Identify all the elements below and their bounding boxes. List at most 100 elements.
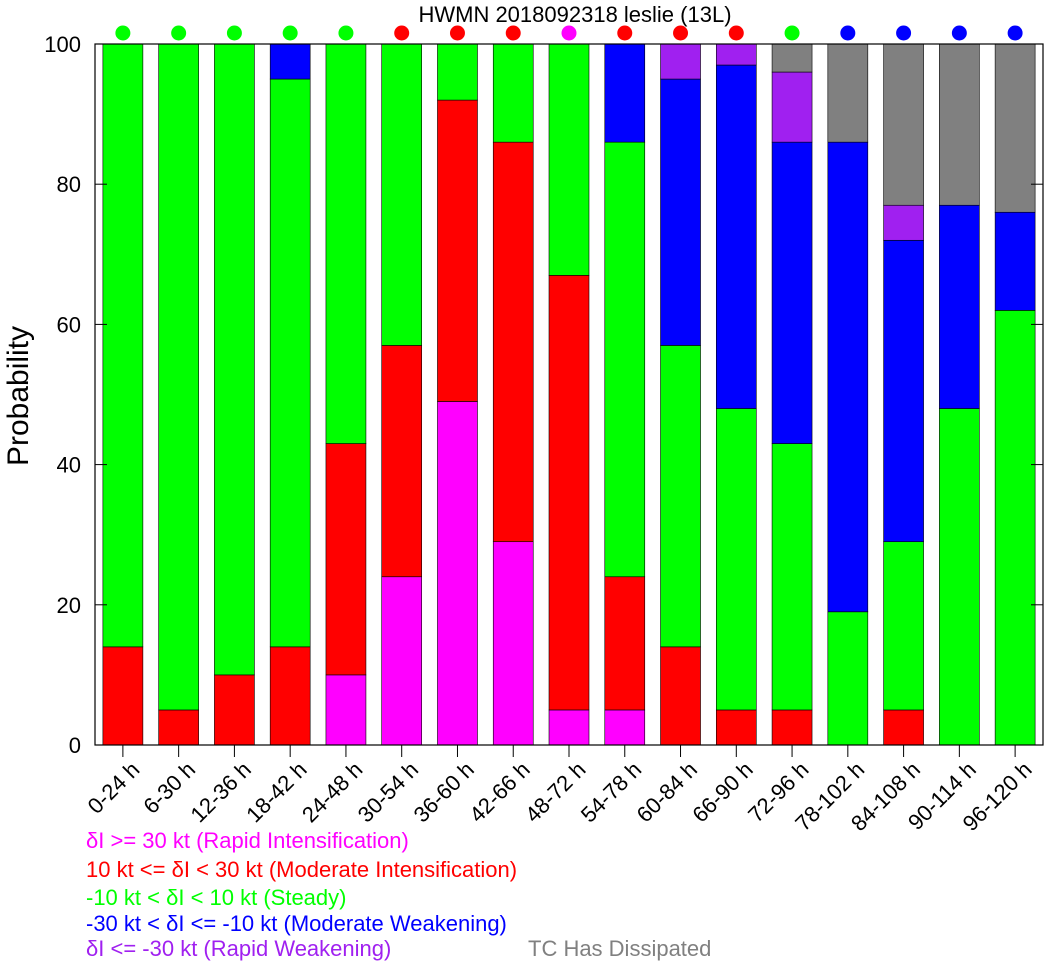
bar-segment-st-10 — [660, 345, 701, 648]
bar-segment-td-12 — [771, 43, 813, 73]
category-dot-0 — [115, 25, 131, 41]
x-axis-ticks: 0-24 h6-30 h12-36 h18-42 h24-48 h30-54 h… — [83, 745, 1037, 836]
bar-segment-mi-4 — [325, 443, 367, 676]
category-dot-15 — [951, 25, 967, 41]
category-dot-4 — [338, 25, 354, 41]
bar-segment-st-15 — [939, 408, 980, 746]
y-tick-label-0: 0 — [69, 733, 81, 758]
x-tick-label-2: 12-36 h — [186, 757, 256, 827]
bar-segment-mw-11 — [715, 64, 757, 409]
bar-segment-ri-9 — [604, 709, 646, 746]
bar-segment-st-4 — [325, 43, 367, 444]
x-tick-label-5: 30-54 h — [353, 757, 423, 827]
category-dot-9 — [617, 25, 633, 41]
x-tick-label-11: 66-90 h — [687, 757, 757, 827]
bar-segment-st-11 — [715, 408, 757, 711]
category-dot-14 — [896, 25, 912, 41]
x-tick-label-4: 24-48 h — [297, 757, 367, 827]
bar-segment-mi-14 — [883, 709, 924, 746]
bar-segment-mi-9 — [604, 576, 646, 711]
bar-segment-mw-12 — [771, 141, 813, 444]
y-tick-label-20: 20 — [57, 593, 81, 618]
legend-item-steady: -10 kt < δI < 10 kt (Steady) — [86, 885, 347, 910]
x-tick-label-8: 48-72 h — [520, 757, 590, 827]
bar-segment-mi-1 — [158, 709, 199, 746]
category-dot-5 — [394, 25, 410, 41]
bar-segment-ri-6 — [437, 401, 478, 746]
category-dot-8 — [561, 25, 577, 41]
bar-segment-mi-7 — [492, 141, 534, 543]
bar-segment-td-16 — [994, 43, 1036, 213]
bar-segment-ri-4 — [325, 674, 367, 746]
bar-segment-mi-5 — [381, 345, 423, 578]
bar-segment-st-0 — [102, 43, 144, 648]
bar-segment-mw-9 — [604, 43, 646, 143]
bar-segment-mi-10 — [660, 646, 701, 746]
bar-segment-mi-3 — [269, 646, 311, 746]
bar-segment-ri-5 — [381, 576, 423, 746]
bar-segment-mi-12 — [771, 709, 813, 746]
category-dot-3 — [282, 25, 298, 41]
bar-segment-st-5 — [381, 43, 423, 346]
category-dot-12 — [784, 25, 800, 41]
category-dots — [115, 25, 1023, 41]
y-axis-label: Probability — [2, 326, 35, 466]
legend-item-rapid-weakening: δI <= -30 kt (Rapid Weakening) — [86, 936, 392, 961]
bars-layer — [102, 43, 1036, 746]
bar-segment-st-1 — [158, 43, 199, 711]
bar-segment-td-13 — [827, 43, 869, 143]
category-dot-1 — [171, 25, 187, 41]
bar-segment-rw-11 — [715, 43, 757, 66]
bar-segment-mi-0 — [102, 646, 144, 746]
x-tick-label-9: 54-78 h — [576, 757, 646, 827]
bar-segment-mw-14 — [883, 239, 924, 543]
bar-segment-st-6 — [437, 43, 478, 101]
x-tick-label-6: 36-60 h — [409, 757, 479, 827]
category-dot-2 — [226, 25, 242, 41]
bar-segment-mw-3 — [269, 43, 311, 80]
category-dot-16 — [1007, 25, 1023, 41]
bar-segment-mw-16 — [994, 211, 1036, 311]
bar-segment-st-16 — [994, 310, 1036, 746]
bar-segment-td-15 — [939, 43, 980, 206]
legend-item-dissipated: TC Has Dissipated — [528, 936, 712, 961]
category-dot-10 — [673, 25, 689, 41]
bar-segment-ri-8 — [548, 709, 590, 746]
x-tick-label-0: 0-24 h — [83, 757, 145, 819]
bar-segment-td-14 — [883, 43, 924, 206]
bar-segment-st-14 — [883, 541, 924, 711]
chart-title: HWMN 2018092318 leslie (13L) — [418, 2, 731, 27]
bar-segment-st-2 — [214, 43, 255, 676]
category-dot-11 — [728, 25, 744, 41]
bar-segment-st-8 — [548, 43, 590, 276]
legend-item-moderate-weakening: -30 kt < δI <= -10 kt (Moderate Weakenin… — [86, 911, 507, 936]
y-tick-label-100: 100 — [44, 32, 81, 57]
y-tick-label-80: 80 — [57, 172, 81, 197]
bar-segment-st-7 — [492, 43, 534, 143]
bar-segment-st-3 — [269, 78, 311, 648]
bar-segment-rw-10 — [660, 43, 701, 80]
category-dot-13 — [840, 25, 856, 41]
x-tick-label-10: 60-84 h — [632, 757, 702, 827]
y-axis-ticks: 0 20 40 60 80 100 — [44, 32, 1043, 758]
bar-segment-st-13 — [827, 611, 869, 746]
y-tick-label-60: 60 — [57, 312, 81, 337]
category-dot-7 — [505, 25, 521, 41]
bar-segment-mi-11 — [715, 709, 757, 746]
bar-segment-rw-14 — [883, 204, 924, 241]
bar-segment-mi-8 — [548, 275, 590, 711]
bar-segment-mi-2 — [214, 674, 255, 746]
bar-segment-rw-12 — [771, 71, 813, 143]
bar-segment-ri-7 — [492, 541, 534, 746]
legend-item-moderate-intensification: 10 kt <= δI < 30 kt (Moderate Intensific… — [86, 857, 518, 882]
y-tick-label-40: 40 — [57, 453, 81, 478]
legend-item-rapid-intensification: δI >= 30 kt (Rapid Intensification) — [86, 828, 409, 853]
bar-segment-mi-6 — [437, 99, 478, 402]
category-dot-6 — [449, 25, 465, 41]
x-tick-label-7: 42-66 h — [464, 757, 534, 827]
x-tick-label-3: 18-42 h — [241, 757, 311, 827]
bar-segment-mw-13 — [827, 141, 869, 613]
bar-segment-st-9 — [604, 141, 646, 578]
bar-segment-st-12 — [771, 443, 813, 711]
